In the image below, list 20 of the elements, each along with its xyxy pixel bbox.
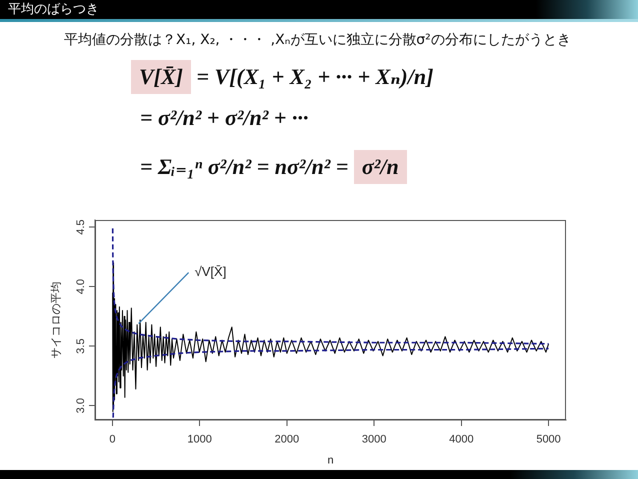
x-axis-title: n bbox=[327, 454, 334, 466]
text: = Σᵢ₌₁ⁿ σ²/n² = nσ²/n² = σ²/n bbox=[140, 153, 400, 181]
y-tick-label: 4.0 bbox=[75, 279, 88, 294]
x-tick-label: 2000 bbox=[274, 434, 300, 446]
x-tick-label: 4000 bbox=[449, 434, 474, 446]
x-tick-label: 1000 bbox=[187, 434, 212, 446]
text: = σ²/n² + σ²/n² + ··· bbox=[140, 105, 308, 132]
chart-subtitle: 平均値の分散は？X₁, X₂, ・・・ ,Xₙが互いに独立に分散σ²の分布にしたがうとき bbox=[64, 31, 571, 49]
x-tick-label: 5000 bbox=[536, 434, 561, 446]
x-tick-label: 0 bbox=[109, 434, 116, 446]
text: V[X̄] = V[(X₁ + X₂ + ··· + Xₙ)/n] bbox=[138, 63, 434, 91]
annotation: √V[X̄] bbox=[194, 264, 226, 280]
y-tick-label: 3.0 bbox=[75, 398, 88, 414]
x-tick-label: 3000 bbox=[362, 434, 386, 446]
line-series bbox=[112, 348, 550, 418]
line-series bbox=[112, 228, 550, 345]
y-tick-label: 4.5 bbox=[75, 219, 88, 235]
chart-title: 平均のばらつき bbox=[8, 1, 99, 18]
y-axis-title: サイコロの平均 bbox=[50, 282, 63, 358]
y-tick-label: 3.5 bbox=[75, 338, 88, 354]
